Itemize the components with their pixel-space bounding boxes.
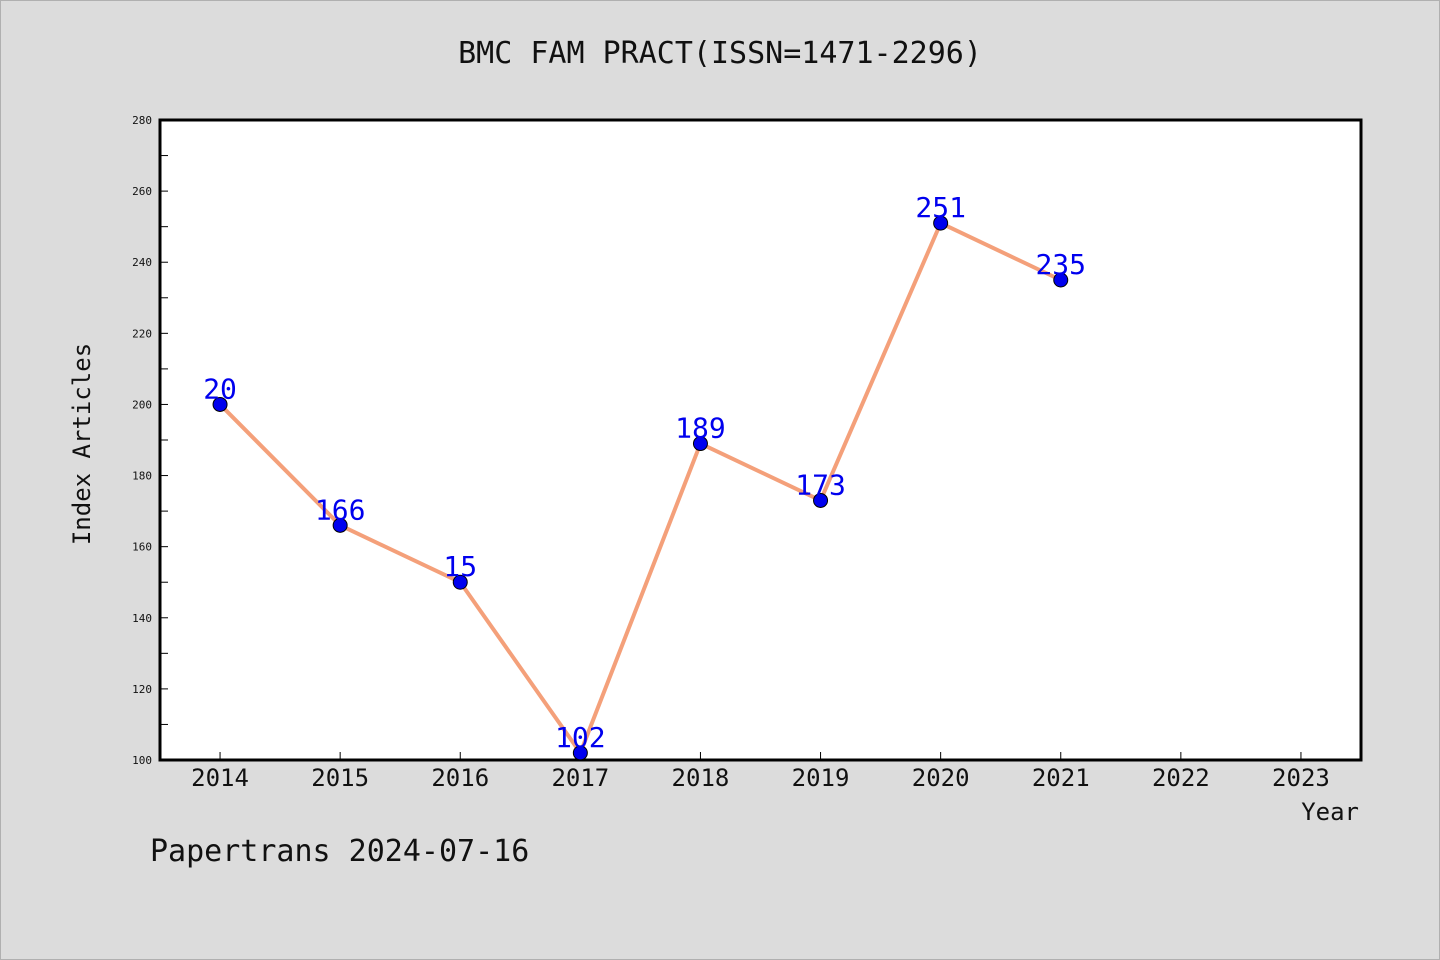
footer-stamp: Papertrans 2024-07-16 xyxy=(150,834,530,869)
y-axis-label: Index Articles xyxy=(68,343,96,545)
chart-title: BMC FAM PRACT(ISSN=1471-2296) xyxy=(458,36,982,71)
x-tick-label: 2023 xyxy=(1272,764,1330,792)
series-layer: 20 166 15 102 189 173 251 235 xyxy=(203,191,1086,761)
y-tick-label: 180 xyxy=(132,470,152,483)
data-label: 102 xyxy=(555,721,606,754)
y-tick-label: 220 xyxy=(132,327,152,340)
x-tick-label: 2016 xyxy=(431,764,489,792)
data-point xyxy=(212,396,228,412)
y-tick-label: 280 xyxy=(132,114,152,127)
data-label: 20 xyxy=(203,372,237,405)
data-point xyxy=(692,436,708,452)
data-label: 15 xyxy=(443,550,477,583)
data-point xyxy=(572,745,588,761)
x-tick-label: 2022 xyxy=(1152,764,1210,792)
x-axis: 2014 2015 2016 2017 2018 2019 2020 2021 2022 2023 xyxy=(191,752,1330,792)
plot-area xyxy=(158,118,1363,762)
y-tick-label: 260 xyxy=(132,185,152,198)
data-point xyxy=(813,492,829,508)
x-tick-label: 2014 xyxy=(191,764,249,792)
data-label: 235 xyxy=(1035,248,1086,281)
x-axis-label: Year xyxy=(1301,798,1359,826)
data-label: 166 xyxy=(315,493,366,526)
y-tick-label: 160 xyxy=(132,541,152,554)
data-label: 173 xyxy=(795,468,846,501)
y-tick-label: 200 xyxy=(132,398,152,411)
series-line xyxy=(218,221,1062,755)
x-tick-label: 2020 xyxy=(912,764,970,792)
data-point xyxy=(1053,272,1069,288)
y-tick-label: 120 xyxy=(132,683,152,696)
data-label: 189 xyxy=(675,412,726,445)
x-tick-label: 2021 xyxy=(1032,764,1090,792)
y-tick-label: 100 xyxy=(132,754,152,767)
y-axis: 100 120 140 160 180 200 220 240 260 280 xyxy=(132,114,168,767)
x-tick-label: 2018 xyxy=(672,764,730,792)
data-point xyxy=(933,215,949,231)
data-point xyxy=(452,574,468,590)
y-tick-label: 240 xyxy=(132,256,152,269)
y-tick-label: 140 xyxy=(132,612,152,625)
x-tick-label: 2019 xyxy=(792,764,850,792)
data-point xyxy=(332,517,348,533)
x-tick-label: 2017 xyxy=(551,764,609,792)
data-label: 251 xyxy=(915,191,966,224)
x-tick-label: 2015 xyxy=(311,764,369,792)
